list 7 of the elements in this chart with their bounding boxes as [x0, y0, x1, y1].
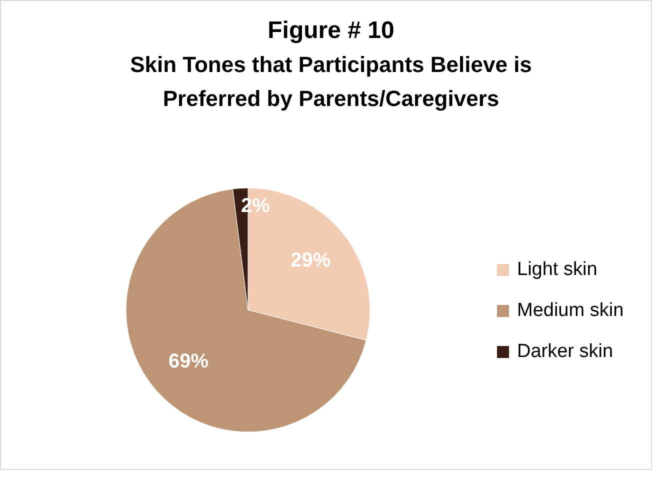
legend-label: Light skin	[517, 259, 598, 280]
data-label: 29%	[290, 250, 331, 272]
legend-label: Medium skin	[517, 300, 624, 322]
data-label: 69%	[168, 350, 209, 373]
pie-slice	[126, 188, 366, 432]
legend-label: Darker skin	[517, 341, 614, 362]
chart-title: Figure # 10 Skin Tones that Participants Believe is Preferred by Parents/Caregivers	[130, 17, 532, 111]
